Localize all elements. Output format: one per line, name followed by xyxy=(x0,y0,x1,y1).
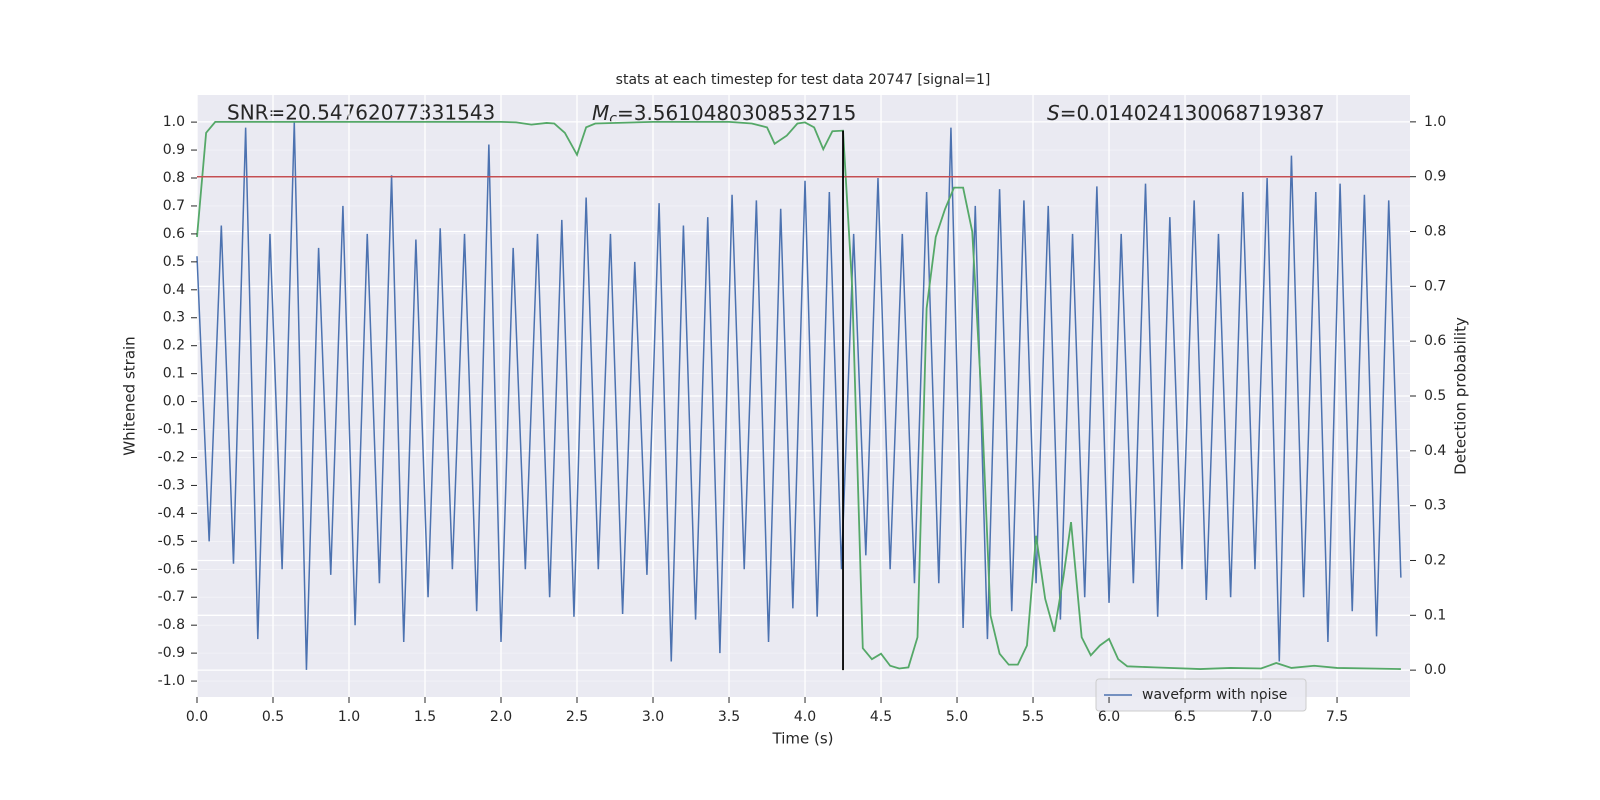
snr-annotation: SNR=20.54762077331543 xyxy=(227,101,495,125)
y-axis-label: Whitened strain xyxy=(121,336,139,455)
y-tick-label: 0.2 xyxy=(163,338,185,354)
y-tick-label: 1.0 xyxy=(163,114,185,130)
x-tick-label: 1.5 xyxy=(414,709,436,725)
y-tick-label: 0.6 xyxy=(163,226,185,242)
y-tick-label: -0.2 xyxy=(158,449,185,465)
x-tick-label: 2.0 xyxy=(490,709,512,725)
x-tick-label: 5.5 xyxy=(1022,709,1044,725)
x-tick-label: 5.0 xyxy=(946,709,968,725)
x-tick-label: 6.0 xyxy=(1098,709,1120,725)
y-tick-label: -0.1 xyxy=(158,422,185,438)
x-axis-label: Time (s) xyxy=(772,730,834,748)
s-annotation: S=0.014024130068719387 xyxy=(1047,101,1325,125)
mc-symbol: M xyxy=(592,101,609,125)
y-tick-label: -0.8 xyxy=(158,617,185,633)
x-tick-label: 4.5 xyxy=(870,709,892,725)
y-tick-label: 0.0 xyxy=(163,394,185,410)
mc-value: =3.5610480308532715 xyxy=(617,101,856,125)
x-tick-label: 6.5 xyxy=(1174,709,1196,725)
x-tick-label: 4.0 xyxy=(794,709,816,725)
y-tick-label: -0.7 xyxy=(158,589,185,605)
y-tick-label: -0.6 xyxy=(158,561,185,577)
legend-box xyxy=(1095,678,1307,712)
x-tick-label: 1.0 xyxy=(338,709,360,725)
y-tick-label: 0.3 xyxy=(163,310,185,326)
y2-axis-label: Detection probability xyxy=(1452,317,1470,475)
y-tick-label: 0.1 xyxy=(163,366,185,382)
y-tick-label: 0.7 xyxy=(163,198,185,214)
y-tick-label: -0.3 xyxy=(158,477,185,493)
y2-tick-label: 0.1 xyxy=(1424,607,1446,623)
y-tick-label: -0.5 xyxy=(158,533,185,549)
y2-tick-label: 0.2 xyxy=(1424,552,1446,568)
s-value: =0.014024130068719387 xyxy=(1060,101,1325,125)
y-tick-label: 0.4 xyxy=(163,282,185,298)
chart-title: stats at each timestep for test data 207… xyxy=(616,72,991,88)
y2-tick-label: 0.7 xyxy=(1424,278,1446,294)
y-tick-label: -0.4 xyxy=(158,505,185,521)
x-tick-label: 7.0 xyxy=(1250,709,1272,725)
y-tick-label: 0.5 xyxy=(163,254,185,270)
series-line xyxy=(196,120,1401,670)
y2-tick-label: 0.5 xyxy=(1424,388,1446,404)
series-line xyxy=(196,122,1402,670)
y-tick-label: 0.8 xyxy=(163,170,185,186)
x-tick-label: 0.0 xyxy=(186,709,208,725)
x-tick-label: 3.5 xyxy=(718,709,740,725)
marks: waveform with noise xyxy=(196,120,1410,712)
x-tick-label: 7.5 xyxy=(1326,709,1348,725)
y-tick-label: 0.9 xyxy=(163,142,185,158)
y2-tick-label: 0.3 xyxy=(1424,498,1446,514)
y2-tick-label: 1.0 xyxy=(1424,114,1446,130)
y2-tick-label: 0.6 xyxy=(1424,333,1446,349)
s-symbol: S xyxy=(1047,101,1060,125)
x-tick-label: 3.0 xyxy=(642,709,664,725)
mc-subscript: c xyxy=(609,111,617,127)
legend-label: waveform with noise xyxy=(1142,687,1287,703)
y2-tick-label: 0.0 xyxy=(1424,662,1446,678)
axes: -1.0 -0.9 -0.8 -0.7 -0.6 -0.5 -0.4 -0.3 -0.2 -0.1… xyxy=(158,114,1447,725)
y2-tick-label: 0.9 xyxy=(1424,169,1446,185)
mc-annotation: Mc=3.5610480308532715 xyxy=(592,101,856,128)
x-tick-label: 0.5 xyxy=(262,709,284,725)
y2-tick-label: 0.8 xyxy=(1424,224,1446,240)
y2-tick-label: 0.4 xyxy=(1424,443,1446,459)
y-tick-label: -1.0 xyxy=(158,673,185,689)
x-tick-label: 2.5 xyxy=(566,709,588,725)
y-tick-label: -0.9 xyxy=(158,645,185,661)
